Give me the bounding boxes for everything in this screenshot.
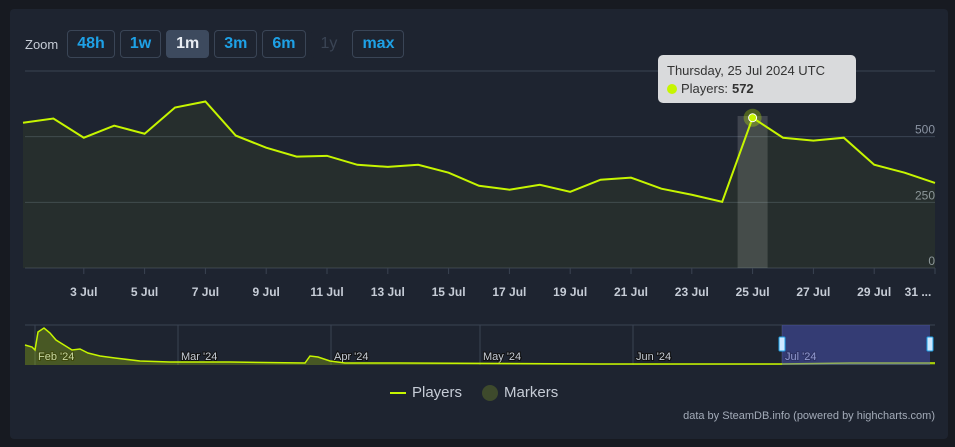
tooltip: Thursday, 25 Jul 2024 UTC Players: 572 <box>658 55 856 103</box>
navigator-handle[interactable] <box>926 336 934 352</box>
tooltip-value: 572 <box>731 81 754 96</box>
players-line <box>22 100 936 203</box>
navigator-label: Mar '24 <box>181 351 217 363</box>
navigator-label: Apr '24 <box>334 351 369 363</box>
zoom-3m-button[interactable]: 3m <box>214 30 258 58</box>
y-tick-label: 0 <box>928 254 935 268</box>
zoom-toolbar: Zoom 48h 1w 1m 3m 6m 1y max <box>25 30 405 58</box>
navigator-line <box>24 327 935 365</box>
legend-players-label: Players <box>412 384 463 401</box>
x-tick-label: 29 Jul <box>857 285 891 299</box>
x-tick-label: 23 Jul <box>675 285 709 299</box>
y-tick-label: 250 <box>915 188 935 202</box>
navigator-area <box>25 328 935 365</box>
legend-item-players[interactable]: Players <box>390 384 462 401</box>
navigator-label: Jun '24 <box>636 351 671 363</box>
navigator-selection[interactable] <box>782 325 930 365</box>
zoom-1w-button[interactable]: 1w <box>119 30 162 58</box>
x-tick-label: 27 Jul <box>796 285 830 299</box>
series-dot-icon <box>667 83 677 94</box>
credit-text[interactable]: data by SteamDB.info (powered by highcha… <box>683 410 935 422</box>
zoom-1m-button[interactable]: 1m <box>166 30 210 58</box>
x-tick-label: 11 Jul <box>310 285 343 299</box>
x-tick-label: 3 Jul <box>70 285 97 299</box>
navigator-label: Jul '24 <box>785 351 816 363</box>
x-tick-label: 19 Jul <box>553 285 587 299</box>
zoom-6m-button[interactable]: 6m <box>262 30 306 58</box>
x-tick-label: 31 ... <box>905 285 932 299</box>
x-tick-label: 5 Jul <box>131 285 158 299</box>
legend-item-markers[interactable]: Markers <box>482 384 558 401</box>
hover-band <box>737 116 768 268</box>
tooltip-date: Thursday, 25 Jul 2024 UTC <box>667 63 825 78</box>
navigator-label: Feb '24 <box>38 351 74 363</box>
navigator-handle[interactable] <box>778 336 786 352</box>
players-area <box>23 101 935 268</box>
marker-circle-icon <box>482 384 499 401</box>
tooltip-series: Players: <box>681 81 728 96</box>
zoom-label: Zoom <box>25 36 59 52</box>
x-tick-label: 15 Jul <box>432 285 466 299</box>
x-tick-label: 13 Jul <box>371 285 405 299</box>
navigator-label: May '24 <box>483 351 521 363</box>
zoom-max-button[interactable]: max <box>352 30 405 58</box>
x-tick-label: 7 Jul <box>192 285 219 299</box>
hover-point <box>748 113 758 123</box>
y-tick-label: 500 <box>915 123 935 137</box>
zoom-1y-button: 1y <box>310 30 348 58</box>
line-icon <box>390 391 406 394</box>
x-tick-label: 25 Jul <box>736 285 770 299</box>
zoom-48h-button[interactable]: 48h <box>67 30 115 58</box>
x-tick-label: 21 Jul <box>614 285 648 299</box>
x-tick-label: 17 Jul <box>492 285 526 299</box>
x-tick-label: 9 Jul <box>253 285 280 299</box>
legend: Players Markers <box>390 384 558 401</box>
legend-markers-label: Markers <box>504 384 559 401</box>
